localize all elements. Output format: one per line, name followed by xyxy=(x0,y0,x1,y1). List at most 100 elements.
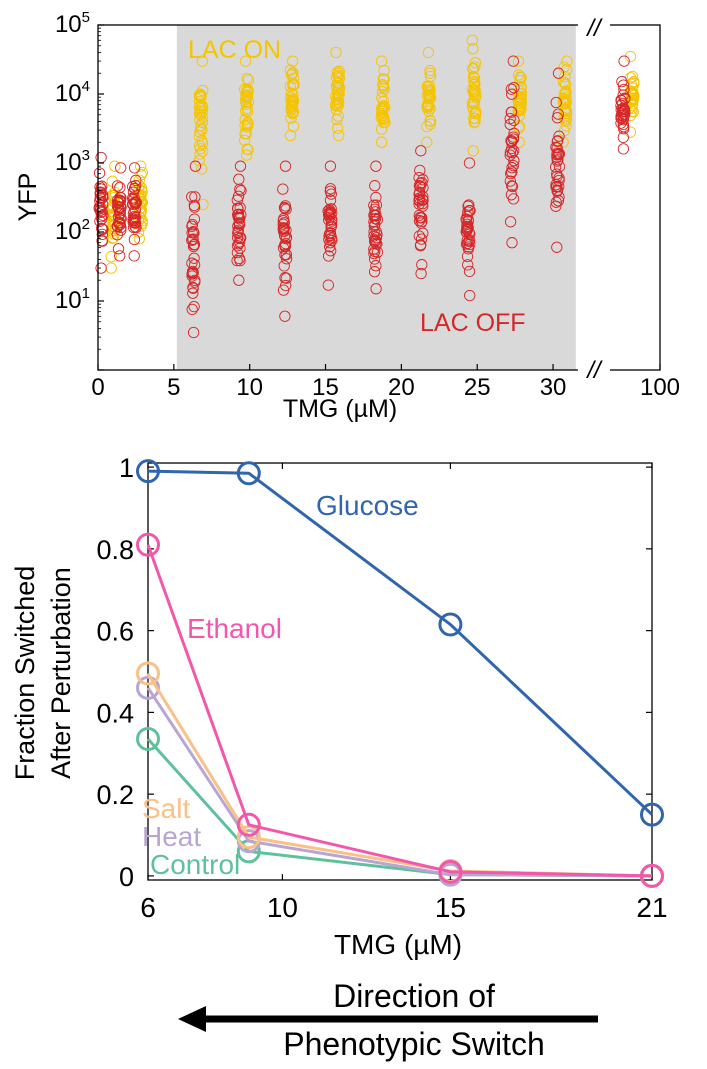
lac-off-point xyxy=(462,214,474,226)
lac-off-point xyxy=(416,259,428,271)
lac-off-point xyxy=(187,226,200,238)
line-y-tick-label: 0.8 xyxy=(96,535,134,565)
lac-off-point xyxy=(233,173,245,185)
line-x-axis-label: TMG (µM) xyxy=(334,929,462,960)
series-label-glucose: Glucose xyxy=(316,490,419,521)
lac-off-point xyxy=(324,185,336,197)
scatter-x-tick-label: 10 xyxy=(236,374,263,401)
lac-on-point xyxy=(331,113,343,126)
lac-off-point xyxy=(506,162,518,174)
lac-on-point xyxy=(468,72,481,84)
scatter-x-tick-label: 15 xyxy=(312,374,339,401)
lac-on-point xyxy=(378,64,390,77)
lac-off-point xyxy=(413,186,426,198)
series-marker-ethanol xyxy=(136,532,160,557)
line-y-axis-label-1: Fraction Switched xyxy=(10,566,40,781)
lac-off-point xyxy=(508,81,520,94)
lac-on-point xyxy=(135,160,147,172)
lac-on-point xyxy=(333,85,345,97)
lac-on-point xyxy=(515,82,527,95)
lac-off-point xyxy=(188,300,200,313)
lac-off-point xyxy=(322,250,335,262)
scatter-x-tick-label: 0 xyxy=(91,374,104,401)
lac-off-point xyxy=(130,196,142,209)
lac-off-point xyxy=(416,212,428,224)
line-x-tick-label: 15 xyxy=(435,892,466,923)
lac-on-point xyxy=(135,220,147,232)
lac-on-point xyxy=(240,128,252,140)
lac-on-point xyxy=(626,70,639,83)
lac-off-point xyxy=(416,198,429,210)
lac-off-point xyxy=(462,243,475,255)
lac-off-point xyxy=(279,240,291,253)
lac-off-point xyxy=(413,209,425,222)
series-marker-glucose xyxy=(438,612,463,637)
lac-on-point xyxy=(467,62,479,75)
lac-off-point xyxy=(127,181,139,193)
lac-off-point xyxy=(130,174,142,187)
lac-off-point xyxy=(615,94,627,106)
lac-off-point xyxy=(112,211,125,223)
lac-off-point xyxy=(279,310,291,322)
lac-off-label: LAC OFF xyxy=(420,309,526,337)
lac-on-point xyxy=(330,71,343,83)
lac-on-point xyxy=(512,97,525,109)
lac-off-point xyxy=(324,160,337,172)
lac-off-point xyxy=(279,160,292,172)
lac-off-point xyxy=(505,83,517,95)
lac-off-point xyxy=(505,167,517,180)
lac-off-point xyxy=(462,259,474,271)
lac-off-point xyxy=(618,55,630,67)
lac-off-point xyxy=(370,191,382,204)
lac-off-point xyxy=(462,206,474,218)
lac-on-point xyxy=(239,55,252,67)
lac-on-point xyxy=(560,88,572,100)
lac-off-point xyxy=(278,260,290,272)
lac-on-point xyxy=(470,108,482,120)
lac-off-point xyxy=(231,254,243,267)
series-marker-ethanol xyxy=(236,812,261,837)
scatter-y-tick-label: 101 xyxy=(55,285,90,314)
lac-off-point xyxy=(280,272,293,284)
scatter-x-ticks: 0 5 10 15 20 25 30 100 xyxy=(91,364,680,401)
lac-off-point xyxy=(505,106,518,118)
lac-off-point xyxy=(508,145,520,157)
lac-on-point xyxy=(468,88,480,100)
lac-off-point xyxy=(187,326,200,339)
lac-on-point xyxy=(194,148,206,160)
lac-off-point xyxy=(235,185,247,197)
lac-off-point xyxy=(504,175,516,187)
lac-on-point xyxy=(377,79,389,91)
lac-off-point xyxy=(96,234,108,247)
lac-off-point xyxy=(552,195,565,207)
lac-on-point xyxy=(287,55,299,67)
lac-on-point xyxy=(284,64,297,76)
lac-off-point xyxy=(413,171,425,184)
lac-off-point xyxy=(618,83,630,96)
scatter-x-tick-label: 25 xyxy=(464,374,491,401)
lac-off-point xyxy=(325,215,338,227)
lac-off-point xyxy=(189,274,201,287)
lac-off-point xyxy=(187,266,199,279)
lac-on-point xyxy=(285,100,298,113)
lac-on-point xyxy=(424,67,436,79)
lac-on-point xyxy=(240,149,253,161)
lac-off-point xyxy=(232,190,245,202)
lac-off-point xyxy=(415,145,427,157)
lac-off-point xyxy=(415,217,427,229)
line-y-tick-label: 0.2 xyxy=(96,780,134,810)
scatter-y-tick-label: 105 xyxy=(55,9,90,38)
lac-off-point xyxy=(551,112,564,124)
scatter-x-tick-label: 5 xyxy=(167,374,180,401)
lac-off-point xyxy=(234,160,247,172)
lac-off-point xyxy=(234,232,246,245)
lac-off-point xyxy=(280,253,293,265)
lac-on-label: LAC ON xyxy=(188,36,281,64)
lac-on-point xyxy=(376,104,388,116)
annotation-line-1: Direction of xyxy=(333,978,495,1014)
lac-off-point xyxy=(280,203,292,215)
lac-off-point xyxy=(618,108,631,121)
lac-on-point xyxy=(561,55,573,67)
lac-off-point xyxy=(550,196,562,208)
lac-off-point xyxy=(114,195,127,207)
